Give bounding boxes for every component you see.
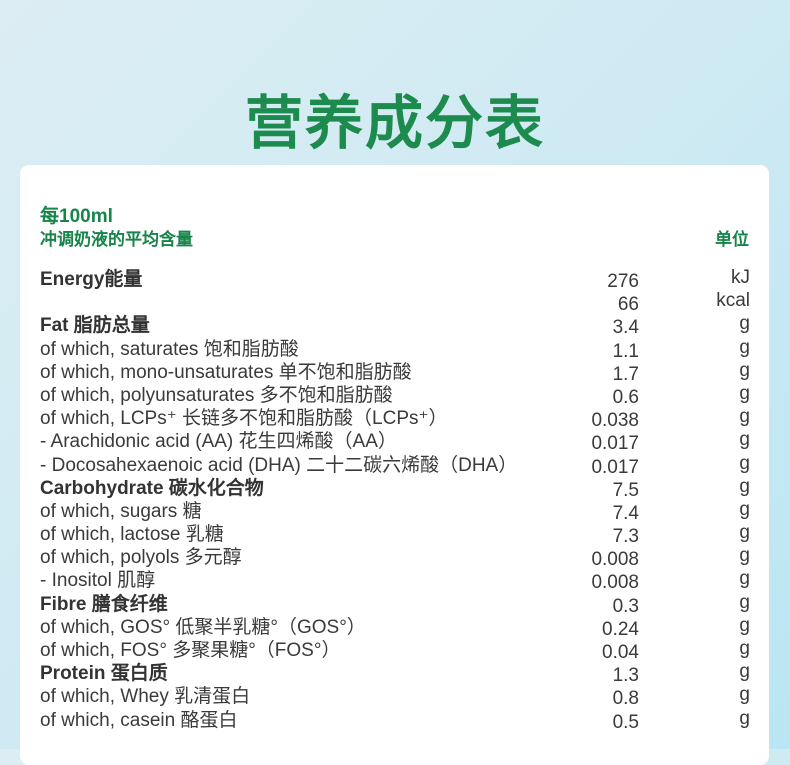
per-serving-label: 每100ml — [40, 206, 113, 227]
nutrient-label: Fat 脂肪总量 — [40, 315, 150, 337]
nutrient-row: 66 kcal — [40, 290, 750, 316]
nutrient-value: 1.3 — [612, 665, 639, 687]
nutrition-table-card: 每100ml 冲调奶液的平均含量 单位 Energy能量 276 kJ 66 kcal F… — [20, 165, 769, 765]
nutrient-row: of which, GOS° 低聚半乳糖°（GOS°） 0.24 g — [40, 614, 750, 640]
nutrient-row: of which, polyols 多元醇 0.008 g — [40, 545, 750, 571]
nutrient-value: 7.3 — [612, 526, 639, 548]
nutrient-unit: g — [739, 498, 750, 520]
nutrient-unit: g — [739, 707, 750, 729]
nutrient-label: of which, polyols 多元醇 — [40, 547, 242, 569]
nutrient-unit: g — [739, 684, 750, 706]
nutrient-label: of which, GOS° 低聚半乳糖°（GOS°） — [40, 616, 366, 638]
nutrient-label: of which, Whey 乳清蛋白 — [40, 686, 251, 708]
nutrient-unit: g — [739, 475, 750, 497]
nutrition-rows: Energy能量 276 kJ 66 kcal Fat 脂肪总量 3.4 g of which,… — [40, 267, 750, 733]
nutrient-row: of which, FOS° 多聚果糖°（FOS°） 0.04 g — [40, 638, 750, 663]
unit-column-header: 单位 — [715, 230, 749, 250]
nutrient-unit: g — [739, 452, 750, 474]
nutrient-label: of which, FOS° 多聚果糖°（FOS°） — [40, 640, 341, 661]
nutrient-value: 0.008 — [591, 549, 639, 571]
nutrient-label: of which, polyunsaturates 多不饱和脂肪酸 — [40, 384, 393, 406]
nutrient-label: of which, saturates 饱和脂肪酸 — [40, 338, 299, 360]
nutrient-unit: g — [739, 336, 750, 358]
nutrient-value: 0.5 — [612, 711, 639, 733]
nutrient-label: Carbohydrate 碳水化合物 — [40, 477, 264, 499]
nutrient-row: of which, polyunsaturates 多不饱和脂肪酸 0.6 g — [40, 382, 750, 408]
nutrient-value: 0.24 — [602, 618, 639, 640]
nutrient-unit: g — [739, 661, 750, 683]
nutrient-unit: g — [739, 591, 750, 613]
nutrient-row: Fibre 膳食纤维 0.3 g — [40, 591, 750, 617]
nutrient-label: of which, sugars 糖 — [40, 500, 202, 522]
nutrient-value: 3.4 — [612, 317, 639, 339]
nutrient-row: Protein 蛋白质 1.3 g — [40, 661, 750, 687]
nutrient-value: 7.5 — [612, 479, 639, 501]
nutrient-label: of which, mono-unsaturates 单不饱和脂肪酸 — [40, 361, 412, 383]
nutrient-unit: g — [739, 522, 750, 544]
nutrient-unit: g — [739, 568, 750, 590]
nutrient-label: of which, casein 酪蛋白 — [40, 709, 238, 731]
nutrient-row: of which, casein 酪蛋白 0.5 g — [40, 707, 750, 733]
nutrient-unit: g — [739, 614, 750, 636]
nutrient-unit: g — [739, 429, 750, 451]
nutrient-label: Fibre 膳食纤维 — [40, 593, 168, 615]
nutrient-label: - Docosahexaenoic acid (DHA) 二十二碳六烯酸（DHA… — [40, 454, 518, 476]
nutrient-label: Protein 蛋白质 — [40, 663, 168, 685]
nutrient-row: Fat 脂肪总量 3.4 g — [40, 313, 750, 339]
nutrient-value: 66 — [617, 294, 639, 316]
nutrient-row: Carbohydrate 碳水化合物 7.5 g — [40, 475, 750, 501]
nutrient-row: of which, saturates 饱和脂肪酸 1.1 g — [40, 336, 750, 362]
nutrient-value: 0.04 — [602, 642, 639, 663]
nutrient-label: - Inositol 肌醇 — [40, 570, 156, 592]
nutrient-unit: g — [739, 359, 750, 381]
nutrient-value: 7.4 — [612, 502, 639, 524]
nutrient-row: of which, lactose 乳糖 7.3 g — [40, 522, 750, 548]
nutrient-unit: g — [739, 545, 750, 567]
nutrient-value: 1.7 — [612, 363, 639, 385]
nutrient-unit: g — [739, 382, 750, 404]
nutrient-value: 0.017 — [591, 456, 639, 478]
nutrient-row: of which, mono-unsaturates 单不饱和脂肪酸 1.7 g — [40, 359, 750, 385]
nutrient-row: - Inositol 肌醇 0.008 g — [40, 568, 750, 594]
nutrient-value: 0.3 — [612, 595, 639, 617]
nutrient-row: - Arachidonic acid (AA) 花生四烯酸（AA） 0.017 g — [40, 429, 750, 455]
nutrient-label: Energy能量 — [40, 269, 143, 290]
nutrient-value: 0.038 — [591, 410, 639, 432]
nutrient-label: of which, LCPs⁺ 长链多不饱和脂肪酸（LCPs⁺） — [40, 408, 448, 430]
nutrient-unit: g — [739, 313, 750, 335]
nutrient-value: 276 — [607, 271, 639, 292]
nutrient-row: Energy能量 276 kJ — [40, 267, 750, 292]
basis-label: 冲调奶液的平均含量 — [40, 230, 193, 250]
nutrient-unit: g — [739, 638, 750, 659]
nutrient-label: - Arachidonic acid (AA) 花生四烯酸（AA） — [40, 431, 397, 453]
nutrient-value: 0.008 — [591, 572, 639, 594]
page-title: 营养成分表 — [244, 89, 545, 157]
nutrient-row: of which, sugars 糖 7.4 g — [40, 498, 750, 524]
nutrient-value: 0.8 — [612, 688, 639, 710]
nutrient-unit: g — [739, 406, 750, 428]
nutrient-row: of which, Whey 乳清蛋白 0.8 g — [40, 684, 750, 710]
nutrient-value: 0.017 — [591, 433, 639, 455]
nutrient-row: - Docosahexaenoic acid (DHA) 二十二碳六烯酸（DHA… — [40, 452, 750, 478]
nutrient-value: 1.1 — [612, 340, 639, 362]
nutrient-unit: kJ — [731, 267, 750, 288]
nutrient-value: 0.6 — [612, 386, 639, 408]
nutrient-row: of which, LCPs⁺ 长链多不饱和脂肪酸（LCPs⁺） 0.038 g — [40, 406, 750, 432]
nutrient-unit: kcal — [716, 290, 750, 312]
nutrient-label: of which, lactose 乳糖 — [40, 524, 224, 546]
